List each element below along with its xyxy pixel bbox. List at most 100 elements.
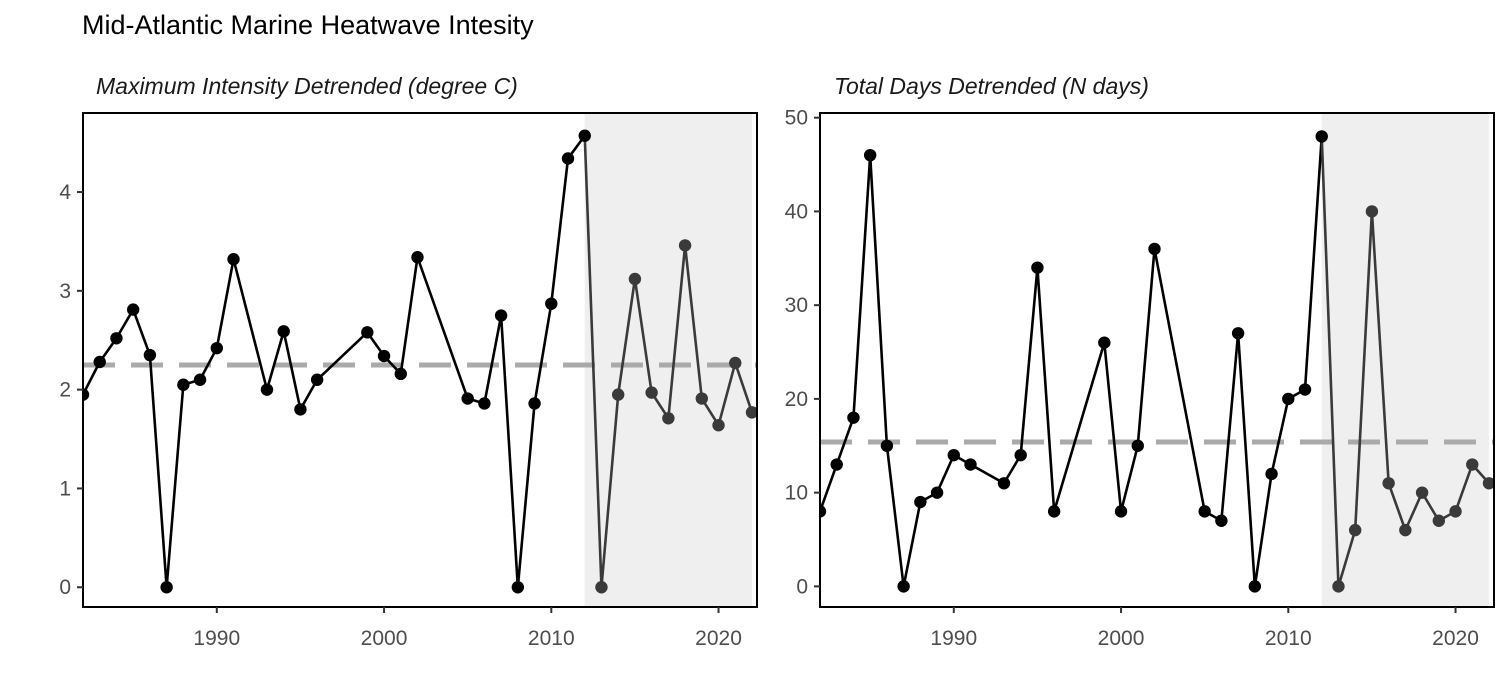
- data-point: [160, 581, 173, 594]
- data-point: [1031, 261, 1044, 274]
- data-point: [494, 309, 508, 322]
- panel-border: [82, 112, 758, 608]
- data-point: [310, 373, 324, 386]
- data-point: [1131, 439, 1144, 452]
- y-tick-label: 4: [59, 181, 71, 204]
- data-point: [1332, 580, 1345, 593]
- data-point: [561, 152, 575, 165]
- y-tick-label: 0: [59, 576, 71, 599]
- y-tick-label: 40: [785, 200, 808, 223]
- data-point: [83, 388, 90, 401]
- panel-title: Maximum Intensity Detrended (degree C): [96, 73, 518, 99]
- data-point: [863, 148, 877, 162]
- data-point: [1449, 505, 1462, 518]
- data-point: [1148, 242, 1161, 256]
- panel-max-intensity: Maximum Intensity Detrended (degree C) 0 1…: [59, 73, 758, 650]
- data-point: [110, 332, 123, 345]
- data-point: [478, 397, 491, 410]
- data-point: [1231, 327, 1245, 340]
- y-tick-label: 3: [59, 280, 71, 303]
- data-point: [461, 392, 474, 405]
- y-tick-label: 1: [59, 477, 71, 500]
- panel-total-days: Total Days Detrended (N days) 0 10 20 30 40 50…: [785, 73, 1495, 650]
- series-line-main: [820, 136, 1324, 588]
- x-tick-label: 2000: [1098, 627, 1145, 650]
- data-point: [545, 297, 558, 310]
- data-point: [611, 388, 625, 401]
- data-point: [528, 397, 541, 410]
- data-point: [729, 356, 742, 370]
- panel-border: [819, 112, 1495, 608]
- panel-title: Total Days Detrended (N days): [834, 73, 1149, 99]
- data-point: [1098, 336, 1111, 349]
- data-point: [377, 349, 391, 363]
- y-tick-label: 2: [59, 379, 71, 402]
- data-layer: [83, 129, 757, 594]
- data-point: [745, 406, 757, 419]
- x-tick-label: 2010: [528, 627, 575, 650]
- y-tick-label: 30: [785, 294, 808, 317]
- data-point: [143, 348, 157, 362]
- data-point: [227, 253, 240, 266]
- data-point: [914, 495, 927, 509]
- shaded-region: [584, 113, 752, 607]
- data-point: [1198, 505, 1211, 518]
- data-point: [361, 326, 374, 339]
- data-point: [93, 355, 106, 369]
- series-line-main: [83, 134, 586, 589]
- data-point: [930, 486, 944, 499]
- x-tick-label: 1990: [930, 627, 977, 650]
- data-point: [411, 251, 424, 264]
- data-point: [880, 439, 894, 452]
- data-point: [578, 129, 591, 142]
- chart-title: Mid-Atlantic Marine Heatwave Intesity: [82, 10, 534, 40]
- y-tick-label: 20: [785, 388, 808, 411]
- data-point: [1415, 486, 1429, 499]
- x-tick-label: 2010: [1265, 627, 1312, 650]
- data-point: [1047, 505, 1061, 518]
- data-point: [294, 403, 307, 416]
- data-point: [1265, 467, 1278, 481]
- x-tick-label: 1990: [193, 627, 240, 650]
- data-point: [1348, 523, 1362, 537]
- y-tick-label: 10: [785, 482, 808, 505]
- data-point: [678, 239, 692, 252]
- data-point: [712, 419, 725, 432]
- data-point: [964, 458, 977, 471]
- data-point: [662, 412, 675, 425]
- data-point: [1282, 392, 1295, 406]
- data-point: [1466, 458, 1479, 471]
- data-layer: [820, 130, 1494, 593]
- data-point: [1432, 514, 1446, 527]
- data-point: [1315, 130, 1328, 143]
- data-point: [695, 392, 709, 405]
- data-point: [1399, 523, 1412, 537]
- data-point: [997, 477, 1011, 490]
- data-point: [1298, 383, 1312, 396]
- data-point: [1014, 448, 1027, 462]
- data-point: [820, 505, 827, 518]
- data-point: [830, 458, 843, 471]
- y-tick-label: 50: [785, 107, 808, 130]
- data-point: [1365, 205, 1379, 218]
- data-point: [193, 373, 207, 386]
- data-point: [1382, 477, 1395, 490]
- x-tick-label: 2020: [1432, 627, 1479, 650]
- data-point: [897, 580, 910, 593]
- data-point: [260, 383, 274, 396]
- data-point: [210, 341, 223, 355]
- data-point: [126, 303, 140, 316]
- data-point: [595, 581, 608, 594]
- data-point: [947, 448, 960, 462]
- data-point: [511, 581, 525, 594]
- data-point: [628, 272, 642, 286]
- data-point: [645, 386, 658, 399]
- data-point: [277, 325, 290, 338]
- x-tick-label: 2020: [695, 627, 742, 650]
- data-point: [1114, 505, 1128, 518]
- data-point: [1482, 477, 1494, 490]
- data-point: [847, 411, 860, 424]
- data-point: [1248, 580, 1262, 593]
- data-point: [177, 378, 190, 391]
